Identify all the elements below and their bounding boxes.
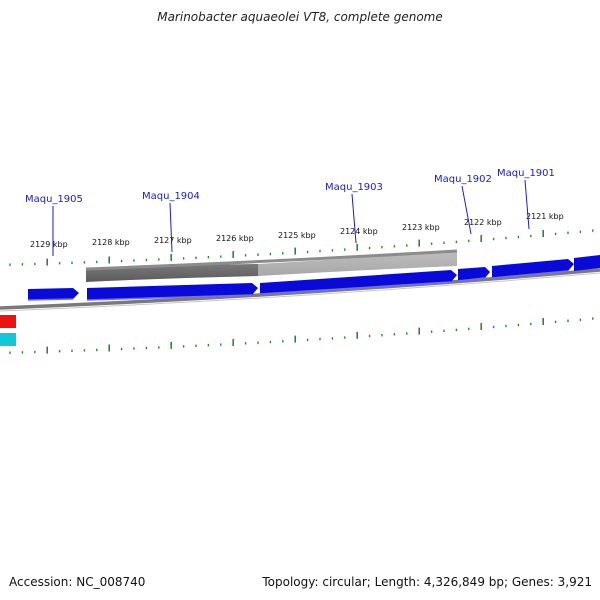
leader-line-maqu-1901 <box>524 179 530 230</box>
leader-line-maqu-1903 <box>351 193 357 244</box>
legend-cyan-swatch <box>0 333 16 346</box>
genome-summary-text: Topology: circular; Length: 4,326,849 bp… <box>262 575 592 589</box>
scale-label-2122: 2122 kbp <box>464 218 502 227</box>
gene-arrow-maqu-1903[interactable] <box>260 270 457 294</box>
leader-line-maqu-1904 <box>169 202 173 253</box>
lower-scale-track <box>9 317 594 354</box>
scale-label-2125: 2125 kbp <box>278 231 316 240</box>
upper-scale-track <box>9 229 594 266</box>
gene-label-maqu-1904[interactable]: Maqu_1904 <box>142 191 200 202</box>
scale-label-2123: 2123 kbp <box>402 223 440 232</box>
leader-line-maqu-1902 <box>461 185 472 235</box>
gene-label-maqu-1901[interactable]: Maqu_1901 <box>497 168 555 179</box>
gene-label-maqu-1903[interactable]: Maqu_1903 <box>325 182 383 193</box>
genome-backbone <box>0 268 600 310</box>
gene-arrow-highlight <box>27 270 569 301</box>
scale-label-2121: 2121 kbp <box>526 212 564 221</box>
gc-band-outline <box>85 249 458 271</box>
gene-label-maqu-1905[interactable]: Maqu_1905 <box>25 194 83 205</box>
gc-band-light <box>258 251 457 276</box>
genome-title: Marinobacter aquaeolei VT8, complete gen… <box>157 10 443 24</box>
gene-label-maqu-1902[interactable]: Maqu_1902 <box>434 174 492 185</box>
scale-label-2128: 2128 kbp <box>92 238 130 247</box>
scale-label-2127: 2127 kbp <box>154 236 192 245</box>
legend-red-swatch <box>0 315 16 328</box>
gene-arrow-maqu-1902[interactable] <box>458 267 490 281</box>
accession-text: Accession: NC_008740 <box>9 575 146 589</box>
gene-arrow-partial[interactable] <box>574 255 600 271</box>
gene-arrow-maqu-1905[interactable] <box>28 288 79 300</box>
scale-label-2124: 2124 kbp <box>340 227 378 236</box>
forward-genes <box>27 255 600 301</box>
genome-backbone-shadow <box>0 272 600 312</box>
gene-arrow-maqu-1901[interactable] <box>492 259 574 278</box>
scale-label-2129: 2129 kbp <box>30 240 68 249</box>
scale-label-2126: 2126 kbp <box>216 234 254 243</box>
